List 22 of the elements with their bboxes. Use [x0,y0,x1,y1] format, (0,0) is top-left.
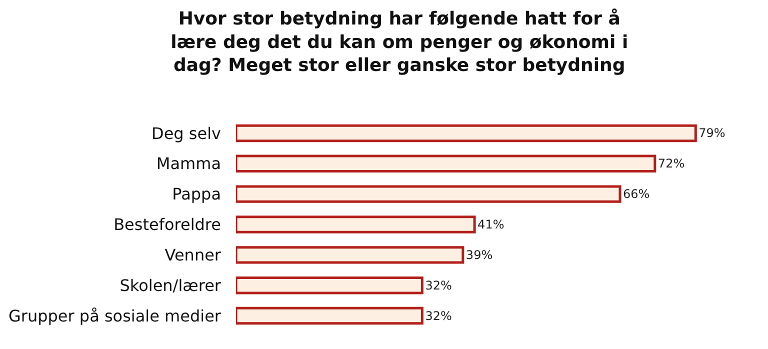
bar [236,306,424,325]
data-label: 39% [466,248,493,262]
bar [236,276,424,294]
y-tick-label: Besteforeldre [114,215,221,234]
bar [236,124,697,142]
data-label: 72% [658,156,685,171]
bar [236,246,464,264]
y-tick-label: Venner [164,246,222,265]
y-tick-label: Grupper på sosiale medier [8,306,222,326]
data-label: 32% [425,308,452,323]
data-label: 41% [478,218,504,232]
data-label: 32% [425,278,452,292]
y-tick-label: Pappa [172,184,221,204]
y-tick-label: Deg selv [152,124,221,143]
data-label: 66% [623,187,650,202]
bar [236,216,476,234]
y-tick-label: Mamma [156,154,221,174]
bar [236,154,656,172]
data-label: 79% [698,126,726,140]
chart-title: Hvor stor betydning har følgende hatt for å lære deg det du kan om penger og økonomi i dag? Meget stor eller ganske stor betydning [170,8,628,76]
y-tick-label: Skolen/lærer [120,276,222,295]
bar [236,185,622,203]
